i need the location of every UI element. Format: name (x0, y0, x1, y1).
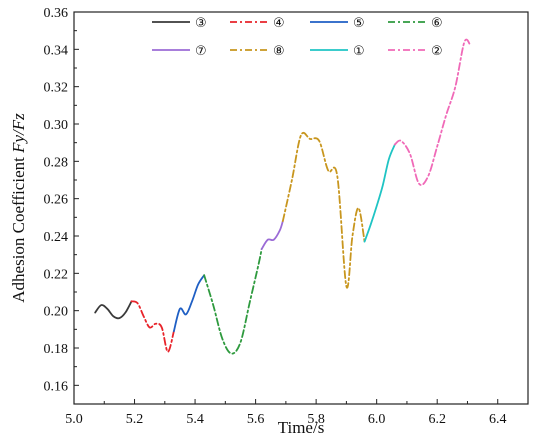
x-tick-label: 6.0 (368, 412, 386, 427)
y-tick-label: 0.18 (44, 342, 69, 357)
axes-frame: 5.0 5.2 5.4 5.6 5.8 6.0 6.2 6.4 0.16 0.18 0.20 0.22… (44, 6, 529, 427)
y-tick-label: 0.28 (44, 155, 69, 170)
x-tick-label: 5.8 (307, 412, 325, 427)
x-axis-label: Time/s (278, 418, 325, 437)
y-tick-label: 0.24 (44, 230, 69, 245)
y-tick-label: 0.34 (44, 43, 69, 58)
x-tick-label: 5.2 (126, 412, 144, 427)
series-line-7 (363, 143, 396, 243)
x-tick-label: 5.4 (186, 412, 204, 427)
legend-label: ③ (195, 16, 207, 31)
series-line-8 (393, 38, 472, 186)
legend-label: ⑧ (273, 44, 285, 59)
y-tick-label: 0.30 (44, 118, 69, 133)
y-tick-label: 0.36 (44, 6, 69, 21)
y-axis-label-italic: Fy/Fz (9, 113, 28, 154)
series-line-3 (172, 274, 206, 333)
y-tick-label: 0.22 (44, 267, 69, 282)
y-tick-label: 0.32 (44, 81, 69, 96)
legend-label: ① (353, 44, 365, 59)
legend-label: ⑤ (353, 16, 365, 31)
series-line-1 (94, 300, 133, 320)
legend-label: ⑦ (195, 44, 207, 59)
legend: ③ ④ ⑤ ⑥ ⑦ ⑧ ① ② (152, 16, 443, 59)
x-tick-label: 6.2 (428, 412, 446, 427)
x-tick-label: 5.6 (247, 412, 265, 427)
x-tick-label: 5.0 (65, 412, 83, 427)
legend-label: ⑥ (431, 16, 443, 31)
series-line-4 (203, 248, 263, 355)
series-line-6 (281, 131, 366, 289)
y-tick-label: 0.20 (44, 305, 69, 320)
y-axis-label: Adhesion Coefficient Fy/Fz (9, 113, 28, 303)
series-line-5 (260, 220, 284, 250)
series-layer (94, 38, 472, 355)
y-tick-label: 0.16 (44, 379, 69, 394)
y-tick-label: 0.26 (44, 193, 69, 208)
plot-frame (73, 11, 529, 405)
legend-label: ② (431, 44, 443, 59)
series-line-2 (130, 300, 175, 353)
x-tick-label: 6.4 (489, 412, 507, 427)
y-axis-label-main: Adhesion Coefficient (9, 153, 28, 303)
legend-label: ④ (273, 16, 285, 31)
